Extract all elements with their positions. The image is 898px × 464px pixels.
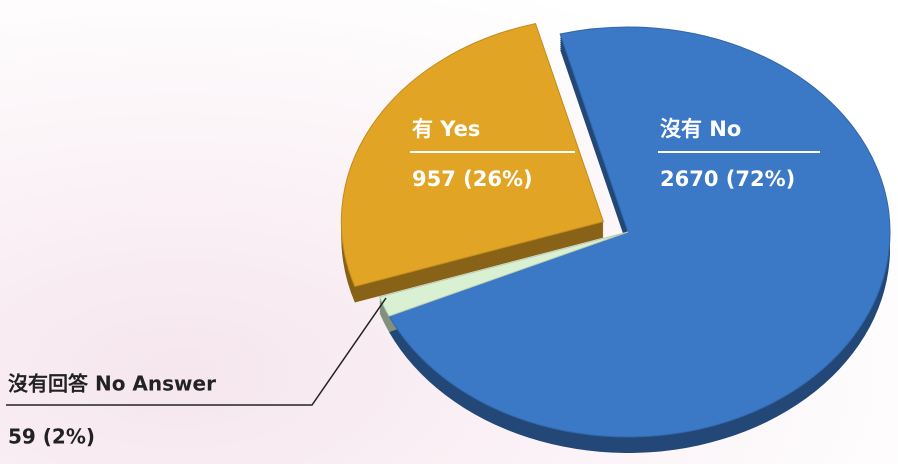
slice-label: 沒有回答 No Answer bbox=[8, 372, 216, 396]
slice bbox=[388, 26, 891, 438]
leader-line bbox=[6, 297, 387, 406]
slice-value: 957 (26%) bbox=[412, 167, 533, 191]
slice-value: 2670 (72%) bbox=[660, 167, 795, 191]
slice-label: 有 Yes bbox=[412, 117, 480, 141]
slice-label: 沒有 No bbox=[660, 117, 741, 141]
slice bbox=[340, 22, 604, 288]
slice-value: 59 (2%) bbox=[8, 425, 95, 449]
pie bbox=[340, 22, 891, 454]
slice bbox=[378, 231, 629, 317]
